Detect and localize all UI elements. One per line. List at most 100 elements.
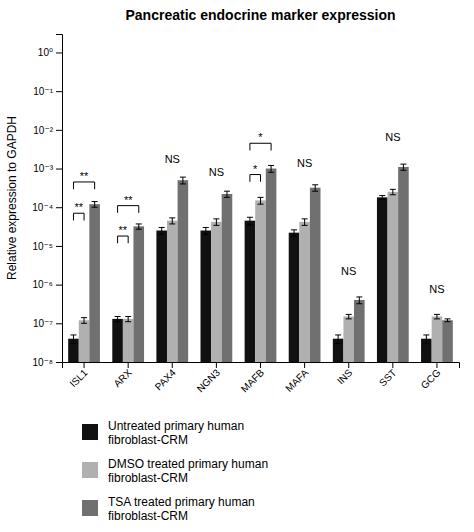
legend-swatch bbox=[82, 500, 98, 516]
error-bar bbox=[356, 297, 362, 304]
error-bar bbox=[203, 227, 209, 234]
error-bar-cap bbox=[136, 223, 142, 224]
error-bar-cap bbox=[423, 343, 429, 344]
significance-bracket bbox=[73, 182, 94, 189]
y-tick-label: 10⁻⁸ bbox=[32, 357, 53, 368]
x-tick: SST bbox=[377, 362, 399, 388]
error-bar-cap bbox=[346, 318, 352, 319]
x-tick-label: MAFA bbox=[283, 367, 310, 394]
y-tick-label: 10⁻² bbox=[33, 125, 53, 136]
error-bar-cap bbox=[302, 225, 308, 226]
error-bar-cap bbox=[159, 227, 165, 228]
y-tick: 10⁻⁸ bbox=[32, 357, 62, 368]
significance-label: ** bbox=[74, 201, 83, 213]
error-bar-stem bbox=[161, 227, 162, 234]
error-bar bbox=[445, 319, 451, 322]
error-bar-stem bbox=[84, 318, 85, 324]
error-bar-cap bbox=[169, 223, 175, 224]
bar bbox=[79, 320, 90, 362]
bar-series bbox=[79, 192, 442, 362]
bar bbox=[201, 231, 212, 362]
error-bar bbox=[379, 196, 385, 200]
y-tick-mark bbox=[56, 285, 62, 286]
x-axis: ISL1ARXPAX4NGN3MAFBMAFAINSSSTGCG bbox=[63, 362, 460, 394]
x-tick: GCG bbox=[419, 362, 443, 391]
y-axis-title: Relative expression to GAPDH bbox=[5, 116, 19, 280]
error-bar-stem bbox=[128, 316, 129, 321]
x-tick: MAFB bbox=[239, 362, 267, 394]
bar bbox=[123, 319, 134, 362]
legend-item: DMSO treated primary humanfibroblast-CRM bbox=[82, 457, 268, 485]
bar bbox=[245, 221, 256, 362]
error-bar-stem bbox=[436, 314, 437, 319]
bar bbox=[289, 233, 300, 362]
y-tick: 10⁻⁷ bbox=[33, 318, 62, 329]
error-bar-stem bbox=[294, 230, 295, 236]
significance-label: ** bbox=[80, 170, 89, 182]
bar bbox=[178, 180, 189, 362]
error-bar-cap bbox=[159, 234, 165, 235]
error-bar-cap bbox=[258, 204, 264, 205]
error-bar-cap bbox=[302, 218, 308, 219]
error-bar-cap bbox=[379, 199, 385, 200]
x-tick: NGN3 bbox=[195, 362, 223, 394]
x-axis-line bbox=[63, 363, 460, 369]
x-tick-label: ARX bbox=[112, 367, 135, 390]
significance-label: NS bbox=[165, 153, 180, 165]
x-tick: ISL1 bbox=[67, 362, 90, 389]
x-tick-label: GCG bbox=[419, 367, 443, 391]
error-bar-stem bbox=[249, 217, 250, 225]
legend-label-line: fibroblast-CRM bbox=[108, 509, 188, 523]
error-bar bbox=[159, 227, 165, 234]
error-bars bbox=[92, 164, 451, 322]
error-bar-cap bbox=[356, 303, 362, 304]
y-tick: 10⁻⁶ bbox=[32, 279, 62, 290]
y-axis-line bbox=[56, 35, 63, 363]
x-tick: MAFA bbox=[283, 362, 310, 394]
error-bar-stem bbox=[348, 314, 349, 319]
error-bar-cap bbox=[268, 172, 274, 173]
legend-swatch bbox=[82, 424, 98, 440]
y-axis: 10⁻⁸10⁻⁷10⁻⁶10⁻⁵10⁻⁴10⁻³10⁻²10⁻¹10⁰ bbox=[32, 35, 62, 368]
error-bar-stem bbox=[382, 196, 383, 200]
plot-area: 10⁻⁸10⁻⁷10⁻⁶10⁻⁵10⁻⁴10⁻³10⁻²10⁻¹10⁰ISL1A… bbox=[32, 35, 459, 395]
error-bar bbox=[335, 335, 341, 344]
error-bar bbox=[346, 314, 352, 319]
x-tick: PAX4 bbox=[153, 362, 179, 392]
significance-bracket bbox=[250, 175, 261, 182]
error-bar bbox=[224, 191, 230, 197]
significance-bracket bbox=[250, 143, 271, 150]
bar bbox=[442, 320, 453, 362]
significance-label: NS bbox=[341, 265, 356, 277]
y-tick: 10⁻² bbox=[33, 125, 62, 136]
legend-label: DMSO treated primary humanfibroblast-CRM bbox=[108, 457, 268, 485]
bar bbox=[310, 188, 321, 362]
significance-bracket bbox=[73, 213, 84, 220]
error-bar-stem bbox=[392, 189, 393, 194]
error-bar-stem bbox=[94, 202, 95, 208]
x-tick: ARX bbox=[112, 362, 135, 389]
error-bar-cap bbox=[390, 194, 396, 195]
significance-bracket bbox=[118, 206, 139, 213]
bar bbox=[343, 316, 354, 362]
bar bbox=[398, 167, 409, 362]
x-tick-label: ISL1 bbox=[67, 367, 90, 390]
significance-bracket bbox=[118, 236, 129, 243]
bars bbox=[68, 164, 453, 362]
error-bar-cap bbox=[268, 165, 274, 166]
x-tick-mark bbox=[304, 362, 305, 368]
significance-label: NS bbox=[429, 283, 444, 295]
y-tick: 10⁻³ bbox=[33, 163, 62, 174]
error-bar-cap bbox=[180, 183, 186, 184]
error-bar bbox=[291, 230, 297, 236]
error-bar-cap bbox=[247, 217, 253, 218]
y-tick: 10⁻⁴ bbox=[32, 202, 62, 213]
x-tick-label: MAFB bbox=[239, 367, 267, 395]
y-tick-label: 10⁻⁶ bbox=[32, 279, 53, 290]
error-bar-cap bbox=[390, 189, 396, 190]
error-bar bbox=[312, 185, 318, 191]
bar bbox=[354, 300, 365, 362]
error-bar-stem bbox=[73, 335, 74, 344]
error-bar-cap bbox=[125, 316, 131, 317]
y-tick-mark bbox=[56, 52, 62, 53]
